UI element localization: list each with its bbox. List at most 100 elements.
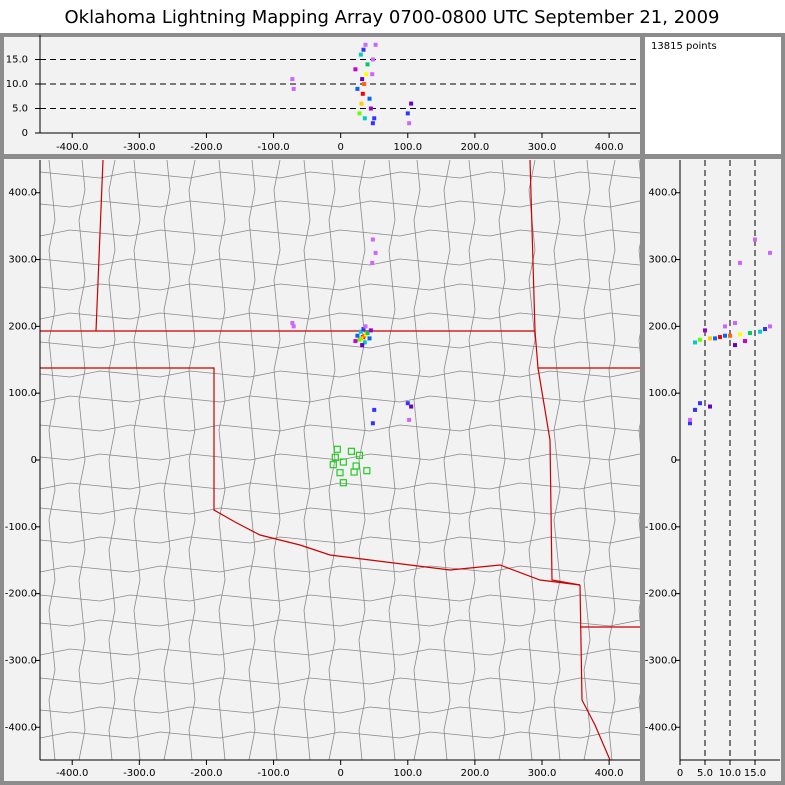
source-zy	[763, 327, 767, 332]
side-panel	[645, 159, 781, 781]
chart-title: Oklahoma Lightning Mapping Array 0700-08…	[65, 7, 720, 28]
source-xz	[359, 101, 364, 106]
source-zy	[698, 337, 702, 342]
side-y-tick-label: 400.0	[648, 188, 677, 199]
z-tick-label: 10.0	[6, 79, 28, 90]
x-tick-label: -100.0	[257, 768, 289, 779]
source-zy	[723, 333, 727, 338]
source-xz	[362, 82, 367, 86]
source-plan	[291, 324, 296, 329]
station	[333, 445, 341, 453]
county-line	[40, 283, 640, 291]
top-panel	[4, 37, 640, 154]
source-xz	[370, 57, 375, 62]
source-xz	[290, 77, 295, 82]
county-line	[40, 312, 640, 320]
side-z-tick-label: 5.0	[697, 768, 713, 779]
y-tick-label: -300.0	[5, 655, 37, 666]
county-line	[40, 731, 640, 739]
county-line	[133, 160, 141, 760]
county-line	[188, 160, 196, 760]
source-zy	[703, 328, 707, 333]
station	[339, 458, 347, 466]
source-plan	[359, 336, 364, 341]
source-zy	[743, 339, 747, 344]
county-line	[40, 395, 640, 403]
county-line	[358, 160, 366, 760]
x-tick-label: 300.0	[528, 768, 557, 779]
station	[339, 479, 347, 487]
top-x-tick-label: 400.0	[595, 142, 624, 153]
source-plan	[405, 401, 410, 406]
source-zy	[708, 404, 712, 409]
source-xz	[358, 52, 363, 57]
side-y-tick-label: -400.0	[645, 722, 677, 733]
source-plan	[365, 331, 370, 336]
source-xz	[368, 106, 373, 111]
county-line	[108, 160, 116, 760]
side-y-tick-label: -200.0	[645, 589, 677, 600]
source-zy	[708, 336, 712, 341]
county-line	[388, 160, 396, 760]
z-tick-label: 5.0	[12, 104, 28, 115]
x-tick-label: 400.0	[595, 768, 624, 779]
y-tick-label: -100.0	[5, 522, 37, 533]
top-x-tick-label: 0	[337, 142, 343, 153]
z-tick-label: 15.0	[6, 55, 28, 66]
county-line	[40, 370, 640, 378]
source-xz	[355, 86, 360, 91]
county-line	[40, 424, 640, 432]
y-tick-label: 200.0	[8, 321, 37, 332]
source-xz	[360, 77, 365, 82]
county-line	[40, 229, 640, 237]
county-line	[40, 619, 640, 627]
county-lines	[40, 160, 640, 760]
x-tick-label: -300.0	[123, 768, 155, 779]
county-line	[40, 536, 640, 544]
county-line	[40, 171, 640, 179]
top-x-tick-label: 100.0	[393, 142, 422, 153]
county-line	[413, 160, 421, 760]
station	[329, 461, 337, 469]
source-plan	[367, 336, 372, 341]
state-borders	[40, 160, 640, 760]
source-zy	[738, 260, 742, 265]
x-tick-label: 100.0	[393, 768, 422, 779]
station	[336, 469, 344, 477]
side-z-tick-label: 0	[677, 768, 683, 779]
county-line	[218, 160, 226, 760]
top-x-tick-label: -200.0	[190, 142, 222, 153]
county-line	[163, 160, 171, 760]
source-zy	[688, 421, 692, 426]
info-panel	[645, 37, 781, 154]
source-zy	[733, 343, 737, 348]
source-plan	[372, 407, 377, 412]
side-y-tick-label: 200.0	[648, 321, 677, 332]
source-zy	[723, 324, 727, 329]
top-x-tick-label: 300.0	[528, 142, 557, 153]
source-xz	[405, 111, 410, 116]
points-count: 13815 points	[651, 41, 717, 52]
source-zy	[758, 329, 762, 334]
source-xz	[370, 72, 375, 77]
source-plan	[361, 327, 366, 332]
source-plan	[407, 417, 412, 422]
source-xz	[365, 62, 370, 67]
x-tick-label: 200.0	[461, 768, 490, 779]
county-line	[40, 648, 640, 656]
source-xz	[362, 116, 367, 121]
county-line	[40, 706, 640, 714]
source-plan	[355, 333, 360, 338]
source-xz	[363, 42, 368, 47]
source-zy	[768, 324, 772, 329]
source-plan	[290, 321, 295, 326]
county-line	[40, 341, 640, 349]
station	[355, 451, 364, 459]
source-xz	[409, 101, 414, 106]
y-tick-label: -200.0	[5, 589, 37, 600]
source-xz	[364, 72, 369, 77]
side-y-tick-label: 300.0	[648, 255, 677, 266]
source-plan	[358, 329, 363, 334]
source-plan	[362, 333, 367, 338]
